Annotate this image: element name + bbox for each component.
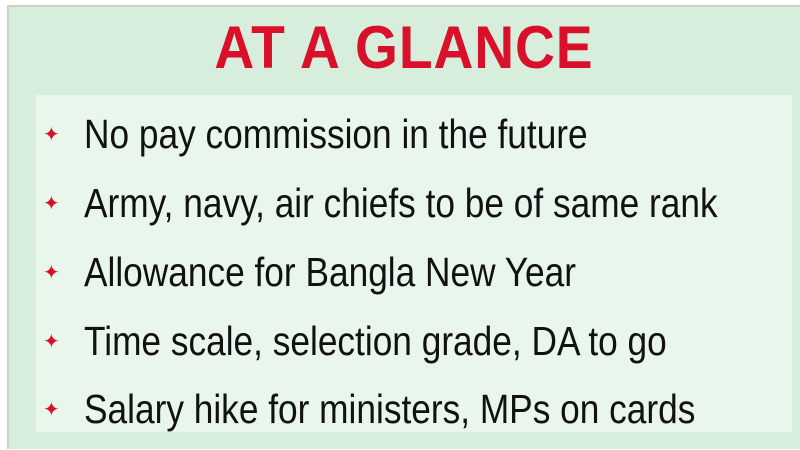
item-text: No pay commission in the future bbox=[84, 111, 588, 157]
star-bullet-icon: ✦ bbox=[43, 261, 60, 284]
star-bullet-icon: ✦ bbox=[43, 123, 60, 146]
item-text: Salary hike for ministers, MPs on cards bbox=[84, 386, 696, 432]
item-text: Army, navy, air chiefs to be of same ran… bbox=[84, 180, 718, 226]
items-panel: ✦ No pay commission in the future ✦ Army… bbox=[36, 95, 792, 432]
star-bullet-icon: ✦ bbox=[43, 330, 60, 353]
item-text: Time scale, selection grade, DA to go bbox=[84, 318, 667, 364]
star-bullet-icon: ✦ bbox=[43, 398, 60, 421]
at-a-glance-box: AT A GLANCE ✦ No pay commission in the f… bbox=[7, 5, 800, 449]
star-bullet-icon: ✦ bbox=[43, 192, 60, 215]
item-text: Allowance for Bangla New Year bbox=[84, 249, 576, 295]
box-title: AT A GLANCE bbox=[214, 14, 594, 81]
